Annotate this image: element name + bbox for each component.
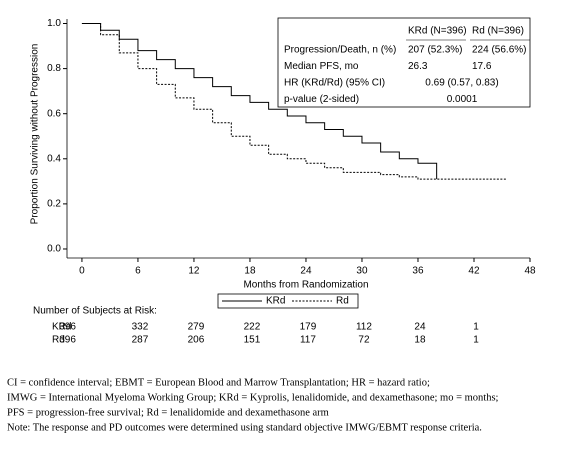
y-tick-label: 0.2 (47, 199, 61, 210)
inset-cell: 0.69 (0.57, 0.83) (425, 78, 498, 89)
footnote: PFS = progression-free survival; Rd = le… (7, 407, 329, 418)
at-risk-count: 1 (473, 322, 479, 333)
y-tick-label: 1.0 (47, 18, 61, 29)
inset-cell: 0.0001 (447, 94, 478, 105)
x-axis-label: Months from Randomization (243, 280, 368, 291)
at-risk-count: 1 (473, 335, 479, 346)
survival-curve (81, 23, 507, 180)
inset-row-label: HR (KRd/Rd) (95% CI) (284, 78, 385, 89)
legend-label: Rd (336, 296, 349, 307)
at-risk-count: 206 (188, 335, 205, 346)
x-tick-label: 0 (79, 266, 85, 277)
footnote: Note: The response and PD outcomes were … (7, 422, 482, 433)
legend-label: KRd (266, 296, 285, 307)
y-tick-label: 0.8 (47, 63, 61, 74)
legend-box (217, 293, 359, 309)
inset-cell: 224 (56.6%) (472, 45, 526, 56)
inset-row-label: Median PFS, mo (284, 61, 359, 72)
at-risk-count: 279 (188, 322, 205, 333)
survival-curve (81, 23, 438, 180)
inset-cell: 26.3 (408, 61, 428, 72)
at-risk-title: Number of Subjects at Risk: (33, 306, 157, 317)
at-risk-count: 24 (414, 322, 426, 333)
at-risk-count: 18 (414, 335, 426, 346)
y-tick-label: 0.4 (47, 153, 61, 164)
inset-box (277, 17, 531, 108)
x-tick-label: 18 (244, 266, 256, 277)
at-risk-count: 117 (300, 335, 316, 346)
at-risk-count: 396 (59, 335, 76, 346)
footnote: CI = confidence interval; EBMT = Europea… (7, 377, 430, 388)
at-risk-count: 151 (244, 335, 261, 346)
at-risk-count: 112 (356, 322, 372, 333)
x-tick-label: 42 (468, 266, 480, 277)
at-risk-count: 72 (358, 335, 370, 346)
inset-row-label: Progression/Death, n (%) (284, 45, 396, 56)
x-tick-label: 12 (188, 266, 200, 277)
inset-header: Rd (N=396) (472, 26, 524, 37)
x-tick-label: 6 (135, 266, 141, 277)
at-risk-label: KRd (52, 322, 71, 333)
inset-header: KRd (N=396) (408, 26, 467, 37)
inset-cell: 207 (52.3%) (408, 45, 462, 56)
inset-cell: 17.6 (472, 61, 492, 72)
x-tick-label: 30 (356, 266, 368, 277)
at-risk-count: 222 (244, 322, 261, 333)
at-risk-label: Rd (52, 335, 65, 346)
footnote: IMWG = International Myeloma Working Gro… (7, 392, 499, 403)
x-tick-label: 24 (300, 266, 312, 277)
y-tick-label: 0.6 (47, 108, 61, 119)
y-tick-label: 0.0 (47, 244, 61, 255)
y-axis-label: Proportion Surviving without Progression (30, 44, 41, 225)
at-risk-count: 287 (132, 335, 149, 346)
at-risk-count: 396 (59, 322, 76, 333)
x-tick-label: 36 (412, 266, 424, 277)
at-risk-count: 332 (132, 322, 149, 333)
inset-row-label: p-value (2-sided) (284, 94, 359, 105)
at-risk-count: 179 (300, 322, 317, 333)
x-tick-label: 48 (524, 266, 536, 277)
